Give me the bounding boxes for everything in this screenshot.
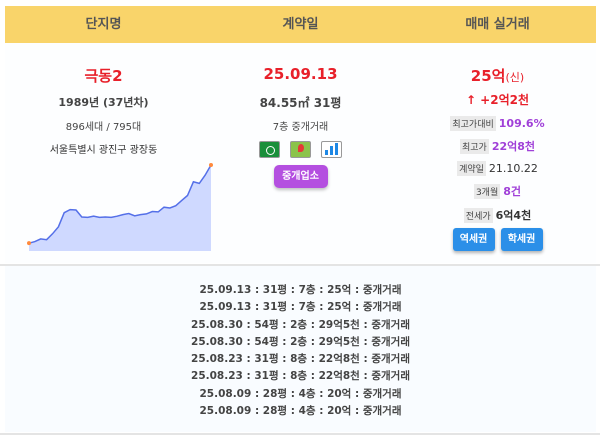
bottom-divider [0,433,600,435]
floor-trade-type: 7층 중개거래 [272,122,329,133]
sale-price-value: 25억 [470,67,506,85]
trade-row: 25.08.30 : 54평 : 2층 : 29억5천 : 중개거래 [191,335,410,348]
ratio-label: 최고가대비 [450,116,496,131]
high-date-row: 계약일 21.10.22 [399,161,596,176]
trade-history-list: 25.09.13 : 31평 : 7층 : 25억 : 중개거래 25.09.1… [5,266,596,432]
filter-buttons: 역세권 학세권 [399,228,596,251]
table-header: 단지명 계약일 매매 실거래 [5,6,596,43]
trade-row: 25.08.23 : 31평 : 8층 : 22억8천 : 중개거래 [191,370,410,383]
contract-column: 25.09.13 84.55㎡ 31평 7층 중개거래 중개업소 [202,43,399,263]
ratio-value: 109.6% [498,117,545,130]
price-change: ↑ +2억2천 [465,93,530,107]
trade-row: 25.08.23 : 31평 : 8층 : 22억8천 : 중개거래 [191,353,410,366]
divider [0,264,600,266]
area-size: 84.55㎡ 31평 [259,96,342,110]
sale-column: 25억(신) ↑ +2억2천 최고가대비 109.6% 최고가 22억8천 계약일 2… [399,43,596,263]
header-contract-date: 계약일 [282,17,319,32]
high-date-label: 계약일 [457,161,486,176]
new-high-badge: (신) [505,71,525,84]
price-trend-chart [27,163,213,251]
summary-row: 극동2 1989년 (37년차) 896세대 / 795대 서울특별시 광진구 … [5,43,596,263]
agent-button[interactable]: 중개업소 [273,165,328,188]
sale-price: 25억(신) [399,65,596,86]
map-icon[interactable] [290,141,311,158]
trend-area [29,165,211,251]
address: 서울특별시 광진구 광장동 [49,145,158,156]
link-icons [202,141,399,158]
ratio-row: 최고가대비 109.6% [399,116,596,131]
trade-row: 25.08.30 : 54평 : 2층 : 29억5천 : 중개거래 [191,318,410,331]
jeonse-value: 6억4천 [495,209,532,222]
jeonse-label: 전세가 [463,207,493,223]
households-parking: 896세대 / 795대 [65,122,142,133]
built-year: 1989년 (37년차) [58,96,149,109]
high-date-value: 21.10.22 [488,162,538,175]
trend-end-dot [209,163,213,167]
station-area-button[interactable]: 역세권 [452,228,495,251]
high-price-label: 최고가 [459,138,489,154]
high-price-row: 최고가 22억8천 [399,138,596,154]
recent-count-row: 3개월 8건 [399,183,596,199]
recent-count-value: 8건 [503,185,522,198]
jeonse-row: 전세가 6억4천 [399,207,596,223]
header-sale-price: 매매 실거래 [465,17,530,32]
trade-row: 25.08.09 : 28평 : 4층 : 20억 : 중개거래 [199,405,402,418]
recent-count-label: 3개월 [473,183,501,199]
chart-icon[interactable] [321,141,342,158]
trade-row: 25.09.13 : 31평 : 7층 : 25억 : 중개거래 [199,301,402,314]
header-complex-name: 단지명 [85,17,122,32]
high-price-value: 22억8천 [491,140,536,153]
trade-row: 25.08.09 : 28평 : 4층 : 20억 : 중개거래 [199,387,402,400]
green-circle-icon[interactable] [259,141,280,158]
complex-name[interactable]: 극동2 [84,67,123,85]
trend-start-dot [27,241,31,246]
complex-column: 극동2 1989년 (37년차) 896세대 / 795대 서울특별시 광진구 … [5,43,213,263]
school-area-button[interactable]: 학세권 [500,228,543,251]
trade-row: 25.09.13 : 31평 : 7층 : 25억 : 중개거래 [199,284,402,296]
trend-line [28,164,212,244]
contract-date: 25.09.13 [263,65,338,83]
